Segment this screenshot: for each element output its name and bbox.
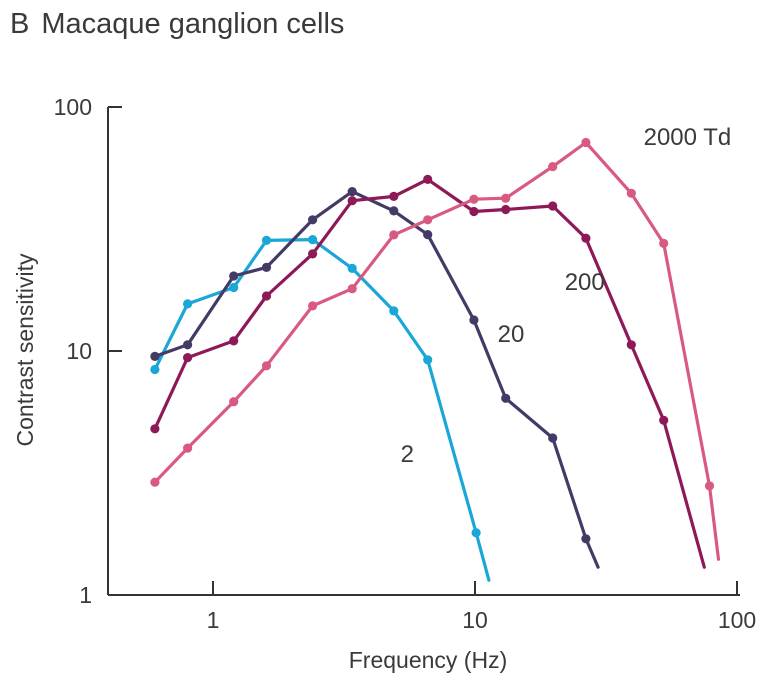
series-200-point xyxy=(389,191,399,201)
series-2000-td-point xyxy=(501,193,511,203)
series-200-point xyxy=(347,196,357,206)
series-2000-td-point xyxy=(389,230,399,240)
series-2-point xyxy=(347,263,357,273)
series-2000-td-point xyxy=(581,137,591,148)
series-2000-td-point xyxy=(229,397,239,407)
series-200-point xyxy=(229,336,239,346)
series-200-point xyxy=(548,201,558,211)
series-2-point xyxy=(183,299,193,309)
series-2000-td-point xyxy=(704,481,715,491)
panel-title: B Macaque ganglion cells xyxy=(10,8,344,41)
y-tick-label-1: 1 xyxy=(79,582,92,608)
series-20-point xyxy=(183,340,193,350)
series-20-point xyxy=(347,187,357,197)
series-20-point xyxy=(581,534,591,544)
x-tick-label-10: 10 xyxy=(462,607,488,633)
series-200-point xyxy=(261,291,272,301)
series-20-point xyxy=(261,262,272,272)
series-20-point xyxy=(308,215,318,225)
series-2-label: 2 xyxy=(401,441,414,468)
panel-title-text: Macaque ganglion cells xyxy=(41,8,345,40)
series-20-point xyxy=(229,271,239,281)
series-2000-td-point xyxy=(548,162,558,172)
series-2000-td-label: 2000 Td xyxy=(644,124,732,151)
series-200-point xyxy=(423,174,433,184)
series-20-point xyxy=(469,315,479,325)
series-2000-td-point xyxy=(659,238,669,248)
series-2000-td-line xyxy=(153,140,721,561)
series-2-point xyxy=(308,235,318,245)
series-200-label: 200 xyxy=(565,269,605,296)
series-2-point xyxy=(423,355,433,365)
panel-letter: B xyxy=(10,8,30,40)
series-2-point xyxy=(471,528,481,538)
series-200-point xyxy=(150,424,160,434)
series-2000-td-point xyxy=(150,477,160,487)
series-2000-td-point xyxy=(469,194,479,204)
series-200-point xyxy=(581,233,591,243)
series-2000-td-point xyxy=(183,443,193,453)
series-2-point xyxy=(150,364,160,375)
series-2-line xyxy=(153,238,491,582)
series-2-point xyxy=(229,282,239,293)
series-20-point xyxy=(423,230,433,240)
y-tick-label-10: 10 xyxy=(66,338,92,364)
series-200-point xyxy=(308,249,318,259)
series-20-point xyxy=(501,393,511,403)
series-200-point xyxy=(659,415,669,425)
y-axis-title: Contrast sensitivity xyxy=(12,253,38,447)
series-200-point xyxy=(183,353,193,363)
x-tick-label-100: 100 xyxy=(718,607,756,633)
series-20-label: 20 xyxy=(498,321,525,348)
series-2-point xyxy=(389,306,399,316)
series-2000-td-point xyxy=(626,188,636,198)
series-2-point xyxy=(261,235,272,245)
series-2000-td-point xyxy=(423,215,433,225)
series-200-point xyxy=(626,340,636,350)
series-20-point xyxy=(150,351,160,361)
y-tick-label-100: 100 xyxy=(54,94,92,120)
series-2000-td-point xyxy=(261,361,272,371)
series-200-point xyxy=(501,204,511,215)
series-200-point xyxy=(469,206,479,217)
series-2000-td-point xyxy=(347,284,357,294)
series-2000-td-point xyxy=(308,301,318,311)
series-20-line xyxy=(153,190,600,569)
x-tick-label-1: 1 xyxy=(207,607,220,633)
x-axis-title: Frequency (Hz) xyxy=(349,647,507,673)
series-20-point xyxy=(548,433,558,443)
series-20-point xyxy=(389,206,399,216)
